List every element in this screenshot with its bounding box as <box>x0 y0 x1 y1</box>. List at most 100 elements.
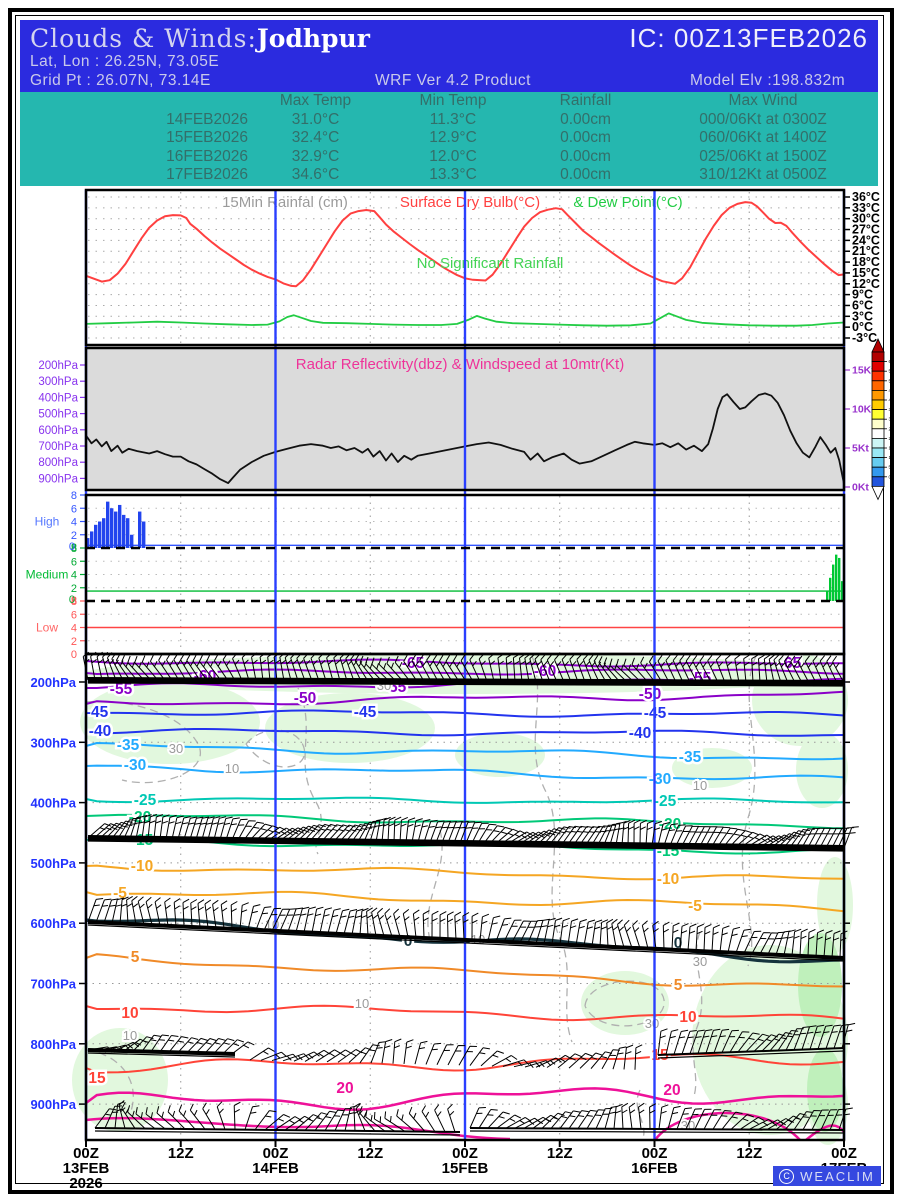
time-tick-label: 00Z <box>263 1145 289 1162</box>
table-cell: 12.9°C <box>429 129 477 146</box>
contour-label: -55 <box>110 681 133 698</box>
cloud-tick: 2 <box>71 530 77 542</box>
date-tick-label: 15FEB <box>442 1160 489 1177</box>
contour-label: -40 <box>629 725 651 742</box>
kt-axis-tick: 15Kt <box>852 365 875 377</box>
contour-label: -10 <box>657 871 679 888</box>
table-row: 17FEB2026 34.6°C 13.3°C 0.00cm 310/12Kt at 0… <box>20 166 878 185</box>
cloud-tick: 4 <box>71 517 77 529</box>
cloud-tick: 6 <box>71 609 77 621</box>
pressure-axis-label: 900hPa <box>30 1097 76 1112</box>
cloud-tick: 0 <box>71 649 77 661</box>
temp-axis-tick: 9°C <box>852 288 873 302</box>
temp-axis-tick: 3°C <box>852 309 873 323</box>
contour-label: -5 <box>688 898 702 915</box>
kt-axis-tick: 10Kt <box>852 404 875 416</box>
cloud-row-label-low: Low <box>36 621 58 635</box>
surface-legend-2: & Dew Point(°C) <box>573 194 682 211</box>
contour-label: -25 <box>654 793 677 810</box>
colorbar-tick: 45 <box>889 388 895 393</box>
contour-label: 10 <box>121 1005 138 1022</box>
temp-axis-tick: 6°C <box>852 298 873 312</box>
table-cell: 13.3°C <box>429 166 477 183</box>
table-cell: 11.3°C <box>429 110 477 128</box>
pressure-axis-label: 800hPa <box>30 1037 76 1052</box>
weaclim-logo: C WEACLIM <box>773 1166 881 1186</box>
wind-barbs <box>82 651 859 1136</box>
table-cell: 0.00cm <box>560 129 611 146</box>
temp-axis-tick: 36°C <box>852 190 880 204</box>
contour-label: -40 <box>89 723 111 740</box>
time-tick-label: 00Z <box>452 1145 478 1162</box>
rainfall-annotation: No Significant Rainfall <box>417 255 564 272</box>
colorbar-tick: 15 <box>889 446 895 451</box>
logo-text: WEACLIM <box>800 1168 875 1184</box>
radar-pressure-label: 800hPa <box>38 457 78 469</box>
colorbar-tick: 20 <box>889 436 895 441</box>
rh-contour-label: 10 <box>225 761 239 776</box>
contour-label: 20 <box>336 1080 353 1097</box>
station-name: Jodhpur <box>256 24 370 53</box>
table-cell: 12.0°C <box>429 147 477 165</box>
table-row: 16FEB2026 32.9°C 12.0°C 0.00cm 025/06Kt at 1… <box>20 148 878 167</box>
cloud-tick: 4 <box>71 570 77 582</box>
model-elevation: Model Elv :198.832m <box>690 72 846 89</box>
time-tick-label: 00Z <box>642 1145 668 1162</box>
temp-axis-tick: 21°C <box>852 244 880 258</box>
colorbar-tick: 40 <box>889 398 895 403</box>
kt-axis-tick: 5Kt <box>852 443 869 455</box>
cloud-tick: 4 <box>71 623 77 635</box>
temp-axis-tick: 33°C <box>852 201 880 215</box>
table-cell: 32.4°C <box>291 129 340 146</box>
contour-label: 5 <box>674 977 683 994</box>
radar-pressure-label: 500hPa <box>38 409 78 421</box>
cloud-tick: 2 <box>71 583 77 595</box>
colorbar-tick: 10 <box>889 455 895 460</box>
pressure-axis-label: 700hPa <box>30 977 76 992</box>
rh-contour-label: 30 <box>169 741 183 756</box>
contour-label: -35 <box>679 749 702 766</box>
table-cell: 32.9°C <box>291 147 340 165</box>
time-tick-label: 00Z <box>73 1145 99 1162</box>
cloud-tick: 6 <box>71 503 77 515</box>
cloud-tick: 8 <box>71 543 77 555</box>
product-text: WRF Ver 4.2 Product <box>375 72 531 89</box>
column-header: Max Wind <box>728 92 798 109</box>
colorbar-tick: 25 <box>889 426 895 431</box>
table-cell: 31.0°C <box>291 110 340 128</box>
table-cell: 15FEB2026 <box>166 129 248 146</box>
cloud-row-label-medium: Medium <box>26 568 69 582</box>
pressure-axis-label: 300hPa <box>30 735 76 750</box>
rh-contour-label: 10 <box>123 1028 137 1043</box>
contour-label: 5 <box>131 949 140 966</box>
colorbar-tick: 50 <box>889 378 895 383</box>
contour-label: -30 <box>124 757 146 774</box>
contour-label: -50 <box>294 690 316 707</box>
kt-axis-tick: 0Kt <box>852 482 869 494</box>
temp-axis-tick: 0°C <box>852 320 873 334</box>
colorbar-tick: 0 <box>889 474 892 479</box>
table-cell: 16FEB2026 <box>166 147 248 165</box>
time-tick-label: 00Z <box>831 1145 857 1162</box>
cloud-tick: 8 <box>71 542 77 554</box>
contour-label: 20 <box>663 1082 680 1099</box>
table-cell: 14FEB2026 <box>166 110 248 128</box>
table-row: 15FEB2026 32.4°C 12.9°C 0.00cm 060/06Kt at 1… <box>20 129 878 148</box>
colorbar-tick: 60 <box>889 359 895 364</box>
colorbar-tick: 35 <box>889 407 895 412</box>
cloud-row-label-high: High <box>35 515 60 529</box>
temp-axis-tick: 24°C <box>852 233 880 247</box>
contour-label: -30 <box>649 771 671 788</box>
date-tick-label: 16FEB <box>631 1160 678 1177</box>
table-cell: 17FEB2026 <box>166 166 248 183</box>
radar-panel: Radar Reflectivity(dbz) & Windspeed at 1… <box>38 348 875 494</box>
time-tick-label: 12Z <box>736 1145 762 1162</box>
rh-contour-label: 10 <box>355 996 369 1011</box>
table-cell: 34.6°C <box>291 166 340 183</box>
table-row: 14FEB2026 31.0°C 11.3°C 0.00cm 000/06Kt at 0… <box>20 111 878 130</box>
cloud-tick: 0 <box>69 594 75 606</box>
cloud-tick: 8 <box>71 595 77 607</box>
page-border-outer <box>8 8 894 1194</box>
temp-axis-tick: 27°C <box>852 223 880 237</box>
